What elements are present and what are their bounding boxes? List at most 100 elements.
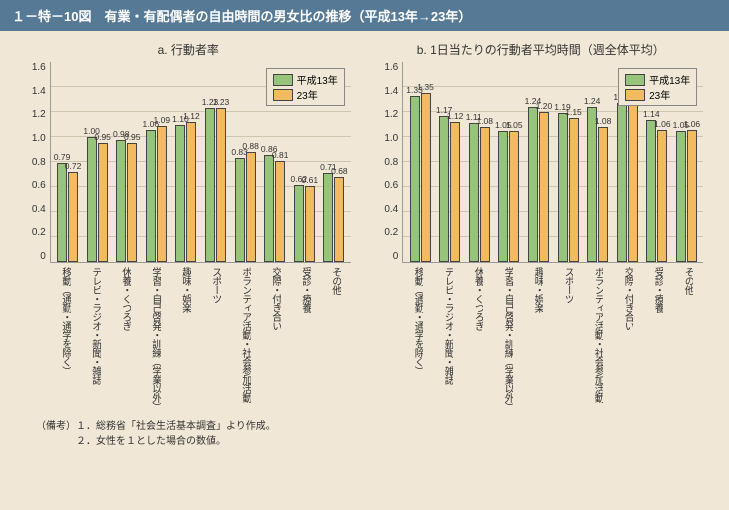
- ytick-label: 0.2: [26, 227, 46, 238]
- bar-s1: 1.19: [558, 113, 568, 262]
- ytick-label: 1.6: [378, 62, 398, 73]
- legend-s2: 23年: [297, 87, 318, 102]
- chart-a-legend: 平成13年 23年: [266, 68, 345, 106]
- charts-row: a. 行動者率 1.61.41.21.00.80.60.40.20 平成13年 …: [0, 31, 729, 411]
- chart-b-xaxis: 移動（通勤・通学を除く）テレビ・ラジオ・新聞・雑誌休養・くつろぎ学習・自己啓発・…: [402, 263, 702, 411]
- swatch-s2-icon: [273, 89, 293, 101]
- ytick-label: 0.6: [26, 180, 46, 191]
- figure-container: １－特－10図 有業・有配偶者の自由時間の男女比の推移（平成13年→23年） a…: [0, 0, 729, 510]
- bar-s1: 1.11: [469, 123, 479, 262]
- ytick-label: 1.0: [26, 133, 46, 144]
- bar-value-label: 0.95: [124, 132, 141, 142]
- bar-value-label: 0.81: [272, 150, 289, 160]
- bar-value-label: 1.08: [595, 116, 612, 126]
- chart-b-subtitle: b. 1日当たりの行動者平均時間（週全体平均）: [378, 41, 703, 58]
- bar-s1: 1.33: [410, 96, 420, 262]
- bar-value-label: 1.05: [506, 120, 523, 130]
- bar-value-label: 1.12: [447, 111, 464, 121]
- ytick-label: 1.4: [26, 86, 46, 97]
- bar-s1: 1.24: [587, 107, 597, 262]
- bar-value-label: 0.95: [94, 132, 111, 142]
- swatch-s2-icon: [625, 89, 645, 101]
- bar-s1: 1.24: [528, 107, 538, 262]
- ytick-label: 0: [378, 251, 398, 262]
- ytick-label: 0.4: [378, 204, 398, 215]
- xtick-label: その他: [329, 267, 341, 411]
- bar-value-label: 0.72: [65, 161, 82, 171]
- xtick-label: ボランティア活動・社会参加活動: [239, 267, 251, 411]
- bar-pair: 1.241.20: [528, 107, 549, 262]
- xtick-label: スポーツ: [209, 267, 221, 411]
- xtick-label: 交際・付き合い: [621, 267, 633, 411]
- bar-s2: 1.08: [598, 127, 608, 262]
- bar-s1: 1.00: [87, 137, 97, 262]
- bar-value-label: 1.08: [476, 116, 493, 126]
- ytick-label: 1.0: [378, 133, 398, 144]
- swatch-s1-icon: [625, 74, 645, 86]
- xtick-label: 学習・自己啓発・訓練（学業以外）: [501, 267, 513, 411]
- ytick-label: 0.6: [378, 180, 398, 191]
- chart-a-subtitle: a. 行動者率: [26, 41, 351, 58]
- bar-s1: 1.14: [646, 120, 656, 263]
- bar-pair: 1.191.15: [558, 113, 579, 262]
- bar-value-label: 0.68: [331, 166, 348, 176]
- bar-s1: 0.71: [323, 173, 333, 262]
- bar-s2: 1.35: [421, 93, 431, 262]
- bar-value-label: 1.35: [417, 82, 434, 92]
- bar-value-label: 1.06: [654, 119, 671, 129]
- bar-s1: 1.10: [175, 125, 185, 263]
- legend-s1: 平成13年: [297, 72, 338, 87]
- chart-a-plot: 平成13年 23年 0.790.721.000.950.980.951.061.…: [50, 62, 351, 263]
- chart-b-legend: 平成13年 23年: [618, 68, 697, 106]
- bar-pair: 0.860.81: [264, 155, 285, 263]
- ytick-label: 0.8: [378, 157, 398, 168]
- bar-s1: 1.23: [205, 108, 215, 262]
- bar-s2: 1.09: [157, 126, 167, 262]
- bar-s2: 0.81: [275, 161, 285, 262]
- bar-pair: 1.141.06: [646, 120, 667, 263]
- xtick-label: その他: [681, 267, 693, 411]
- bar-pair: 1.231.23: [205, 108, 226, 262]
- xtick-label: 休養・くつろぎ: [471, 267, 483, 411]
- bar-pair: 0.980.95: [116, 140, 137, 263]
- xtick-label: 移動（通勤・通学を除く）: [59, 267, 71, 411]
- ytick-label: 1.2: [378, 109, 398, 120]
- bar-s2: 1.05: [509, 131, 519, 262]
- ytick-label: 0.2: [378, 227, 398, 238]
- bar-pair: 0.790.72: [57, 163, 78, 262]
- bar-pair: 1.111.08: [469, 123, 490, 262]
- bar-s1: 1.06: [146, 130, 156, 263]
- xtick-label: 受診・療養: [651, 267, 663, 411]
- bar-pair: 0.830.88: [235, 152, 256, 262]
- bar-s2: 0.95: [98, 143, 108, 262]
- bar-pair: 1.241.08: [587, 107, 608, 262]
- xtick-label: ボランティア活動・社会参加活動: [591, 267, 603, 411]
- chart-a: a. 行動者率 1.61.41.21.00.80.60.40.20 平成13年 …: [26, 41, 351, 411]
- bar-pair: 0.620.61: [294, 185, 315, 263]
- xtick-label: 学習・自己啓発・訓練（学業以外）: [149, 267, 161, 411]
- bar-value-label: 0.88: [242, 141, 259, 151]
- chart-b-yaxis: 1.61.41.21.00.80.60.40.20: [378, 62, 402, 262]
- bar-pair: 1.171.12: [439, 116, 460, 262]
- bar-value-label: 1.23: [213, 97, 230, 107]
- legend-s2: 23年: [649, 87, 670, 102]
- chart-a-yaxis: 1.61.41.21.00.80.60.40.20: [26, 62, 50, 262]
- bar-s1: 0.79: [57, 163, 67, 262]
- xtick-label: 趣味・娯楽: [179, 267, 191, 411]
- bar-s1: 0.83: [235, 158, 245, 262]
- figure-title: １－特－10図 有業・有配偶者の自由時間の男女比の推移（平成13年→23年）: [0, 0, 729, 31]
- bar-s2: 1.20: [539, 112, 549, 262]
- bar-s1: 1.05: [498, 131, 508, 262]
- bar-s2: 1.08: [480, 127, 490, 262]
- xtick-label: 受診・療養: [299, 267, 311, 411]
- xtick-label: スポーツ: [561, 267, 573, 411]
- bar-value-label: 1.12: [183, 111, 200, 121]
- note-line-2: ２．女性を１とした場合の数値。: [36, 434, 709, 449]
- xtick-label: 休養・くつろぎ: [119, 267, 131, 411]
- bar-s1: 1.17: [439, 116, 449, 262]
- bar-value-label: 1.20: [536, 101, 553, 111]
- swatch-s1-icon: [273, 74, 293, 86]
- bar-value-label: 0.61: [302, 175, 319, 185]
- bar-s2: 1.23: [216, 108, 226, 262]
- bar-s2: 1.06: [687, 130, 697, 263]
